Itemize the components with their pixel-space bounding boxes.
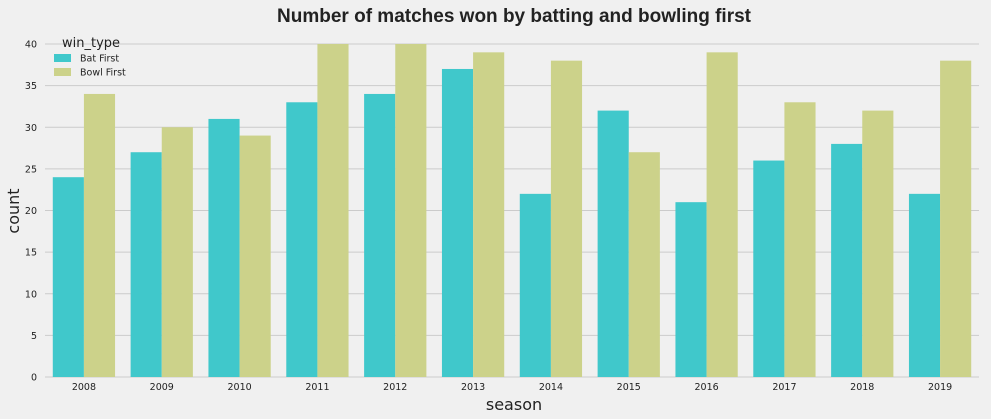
- bar: [395, 44, 427, 377]
- chart-title: Number of matches won by batting and bow…: [277, 6, 752, 27]
- x-tick-label: 2018: [850, 382, 874, 393]
- y-axis-label: count: [4, 188, 23, 233]
- legend-items: Bat First Bowl First: [54, 54, 126, 79]
- bar: [706, 52, 738, 377]
- bar: [753, 160, 785, 377]
- bar: [83, 93, 116, 377]
- legend: win_type Bat First Bowl First: [54, 36, 126, 79]
- legend-label: Bowl First: [80, 68, 126, 79]
- bar: [441, 68, 474, 377]
- x-tick-labels: 2008 2009 2010 2011 2012 2013 2014 2015 2016 2017…: [72, 382, 952, 393]
- legend-swatch: [54, 68, 71, 76]
- bar: [208, 118, 240, 378]
- bar: [317, 44, 349, 377]
- y-tick-label: 20: [25, 206, 37, 217]
- x-tick-label: 2017: [772, 382, 796, 393]
- x-tick-label: 2008: [72, 382, 96, 393]
- bar: [239, 135, 271, 377]
- x-tick-label: 2019: [928, 382, 952, 393]
- x-tick-label: 2012: [383, 382, 407, 393]
- bar: [862, 110, 894, 377]
- y-tick-label: 25: [25, 164, 37, 175]
- legend-title: win_type: [62, 36, 120, 51]
- bar: [130, 152, 162, 377]
- bar: [52, 177, 84, 377]
- legend-swatch: [54, 54, 71, 62]
- bar: [628, 152, 660, 377]
- bar: [473, 52, 505, 377]
- gridlines: [45, 43, 979, 378]
- y-tick-label: 0: [31, 373, 37, 384]
- x-tick-label: 2013: [461, 382, 485, 393]
- y-tick-label: 5: [31, 331, 37, 342]
- x-tick-label: 2010: [227, 382, 251, 393]
- x-tick-label: 2015: [617, 382, 641, 393]
- y-tick-label: 15: [25, 248, 37, 259]
- y-tick-label: 35: [25, 81, 37, 92]
- legend-label: Bat First: [80, 54, 119, 65]
- bar: [784, 102, 816, 378]
- bar: [364, 93, 396, 377]
- x-tick-label: 2011: [305, 382, 329, 393]
- bar: [597, 110, 629, 377]
- bar: [831, 143, 863, 377]
- bars: [52, 44, 972, 378]
- x-tick-label: 2009: [150, 382, 174, 393]
- bar: [675, 202, 707, 377]
- y-tick-label: 40: [25, 40, 37, 51]
- x-tick-label: 2016: [694, 382, 718, 393]
- y-tick-label: 30: [25, 123, 37, 134]
- y-tick-label: 10: [25, 289, 37, 300]
- y-tick-labels: 0 5 10 15 20 25 30 35 40: [25, 40, 37, 384]
- bar: [908, 193, 941, 377]
- bar: [940, 60, 972, 378]
- bar: [550, 60, 583, 378]
- bar: [519, 193, 551, 377]
- x-tick-label: 2014: [539, 382, 563, 393]
- x-axis-label: season: [486, 395, 542, 414]
- bar: [286, 102, 318, 378]
- bar: [161, 127, 193, 377]
